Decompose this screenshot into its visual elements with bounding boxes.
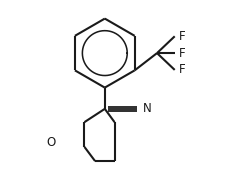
Text: F: F [179, 63, 186, 76]
Text: O: O [46, 136, 55, 149]
Text: F: F [179, 47, 186, 60]
Text: F: F [179, 30, 186, 43]
Text: N: N [143, 102, 152, 115]
